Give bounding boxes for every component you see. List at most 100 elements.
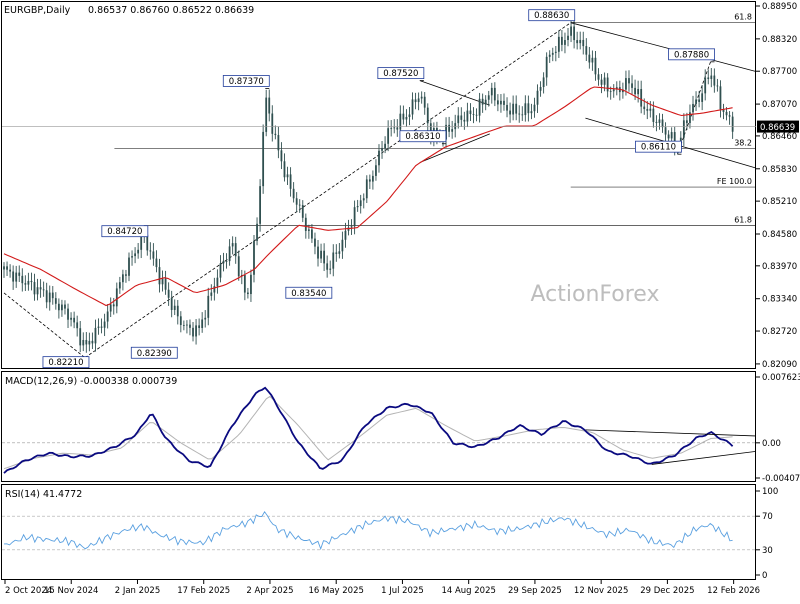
candle-body <box>661 119 664 128</box>
candle-body <box>182 325 185 326</box>
candle-body <box>365 179 368 199</box>
candle-body <box>719 86 722 110</box>
candle-body <box>231 243 234 247</box>
candle-body <box>39 287 42 290</box>
candle-body <box>100 326 103 328</box>
candle-body <box>18 272 21 276</box>
price-tick-label: 0.87070 <box>762 100 797 110</box>
candle-body <box>134 253 136 257</box>
candle-body <box>378 150 380 166</box>
candle-body <box>561 36 563 45</box>
candle-body <box>487 95 490 100</box>
candle-body <box>634 87 636 95</box>
candle-body <box>292 188 295 199</box>
candle-body <box>524 103 527 116</box>
candle-body <box>12 271 15 282</box>
candle-body <box>173 305 176 310</box>
candle-body <box>362 198 365 201</box>
candle-body <box>170 297 173 310</box>
candle-body <box>323 250 326 264</box>
macd-upper-trend-line <box>585 429 756 437</box>
price-axis-ticks: 0.88950 0.88320 0.87700 0.87070 0.86460 0.858… <box>756 2 797 370</box>
candle-body <box>149 250 152 252</box>
candle-body <box>600 79 603 85</box>
candle-body <box>21 275 24 284</box>
candle-body <box>33 282 36 295</box>
price-tick-label: 0.83340 <box>762 295 797 305</box>
candle-body <box>85 339 88 345</box>
x-tick-label: 2 Jan 2025 <box>115 586 161 596</box>
candle-body <box>317 246 319 259</box>
candle-body <box>533 104 536 112</box>
candle-body <box>213 286 216 293</box>
candle-body <box>557 36 560 52</box>
candle-body <box>710 75 713 79</box>
candle-body <box>493 87 496 101</box>
candle-body <box>448 124 451 132</box>
candle-body <box>329 268 332 270</box>
candle-body <box>186 324 188 326</box>
candle-body <box>79 328 82 346</box>
candle-body <box>670 132 673 139</box>
candle-body <box>686 120 688 124</box>
candle-body <box>731 116 734 132</box>
candle-body <box>295 198 298 205</box>
x-tick-label: 29 Sep 2025 <box>508 586 562 596</box>
candle-body <box>420 96 423 99</box>
candle-body <box>228 246 231 262</box>
candle-body <box>57 303 60 311</box>
candle-body <box>682 120 685 138</box>
candle-body <box>91 340 94 344</box>
macd-tick-label: -0.004073 <box>762 474 800 484</box>
candle-body <box>554 51 557 53</box>
price-tick-label: 0.87700 <box>762 67 797 77</box>
candle-body <box>243 274 246 293</box>
x-tick-label: 15 Nov 2024 <box>44 586 98 596</box>
fibonacci-levels: 61.8 38.2 FE 100.0 61.8 <box>114 13 755 227</box>
candle-body <box>612 89 615 92</box>
x-tick-label: 14 Aug 2025 <box>441 586 495 596</box>
candle-body <box>621 89 624 93</box>
candle-body <box>615 87 618 90</box>
candle-body <box>67 308 69 320</box>
candle-body <box>341 239 344 252</box>
candle-body <box>307 229 310 231</box>
swing-label-box <box>528 9 576 22</box>
price-tick-label: 0.84580 <box>762 230 797 240</box>
candle-body <box>82 339 85 346</box>
candle-body <box>30 280 33 283</box>
swing-label-value: 0.83540 <box>291 289 326 299</box>
swing-label-value: 0.84720 <box>107 227 142 237</box>
candle-body <box>204 317 207 320</box>
candle-body <box>112 304 115 307</box>
candle-body <box>426 107 429 124</box>
macd-line <box>3 386 734 474</box>
candle-body <box>259 186 261 224</box>
candle-body <box>64 304 66 309</box>
candle-body <box>347 227 350 231</box>
candle-body <box>61 304 63 311</box>
candle-body <box>332 252 335 269</box>
candle-body <box>262 131 265 187</box>
candle-body <box>140 235 143 250</box>
candle-body <box>128 257 130 276</box>
swing-label-box <box>668 48 715 61</box>
candle-body <box>125 274 127 276</box>
candle-body <box>515 103 518 114</box>
candle-body <box>725 111 728 116</box>
candle-body <box>304 217 307 231</box>
candle-body <box>237 256 240 277</box>
fib-level-label: 61.8 <box>734 216 752 225</box>
candle-body <box>222 260 225 264</box>
rsi-tick-label: 100 <box>762 487 778 497</box>
candle-body <box>103 321 106 328</box>
rsi-tick-label: 70 <box>762 512 773 522</box>
candle-body <box>271 113 274 134</box>
macd-title: MACD(12,26,9) -0.000338 0.000739 <box>5 376 177 387</box>
candle-body <box>585 46 588 55</box>
candle-body <box>570 26 572 36</box>
candle-body <box>189 324 191 328</box>
candle-body <box>506 104 508 111</box>
candle-body <box>384 143 386 149</box>
candle-body <box>375 165 377 176</box>
